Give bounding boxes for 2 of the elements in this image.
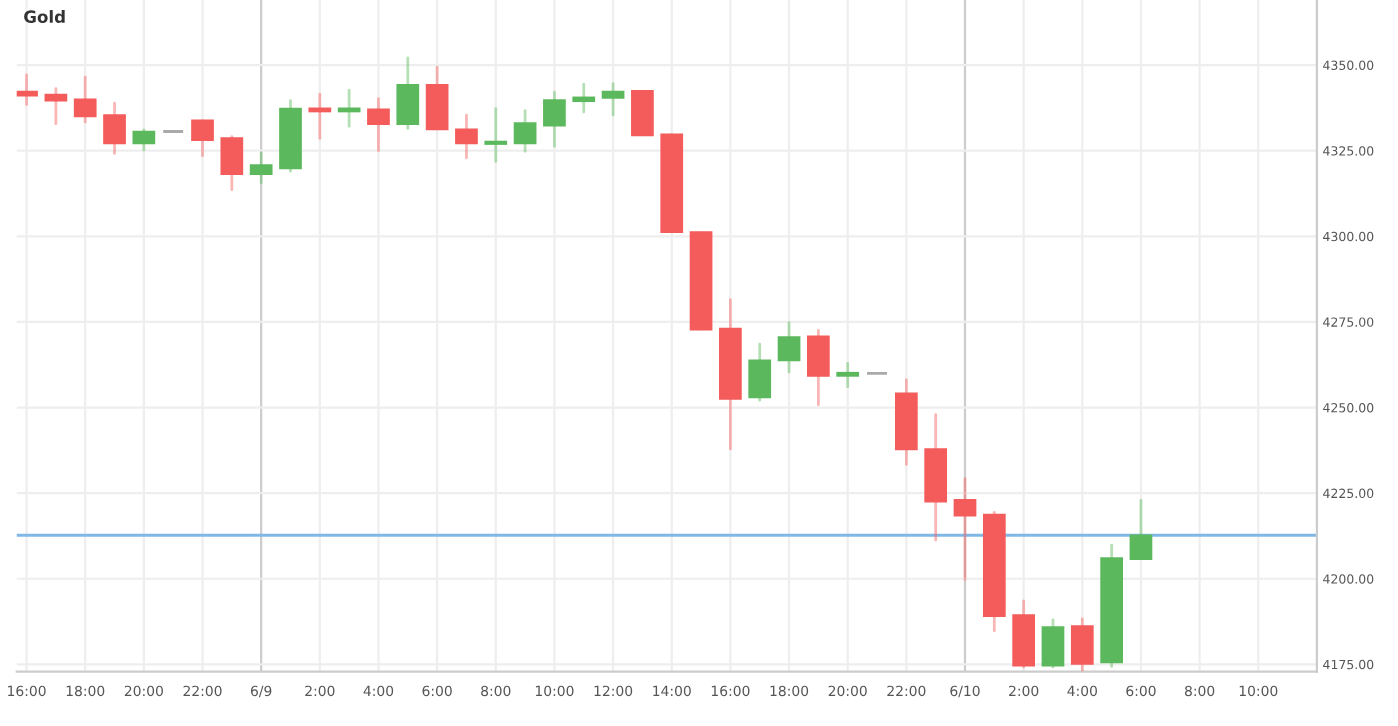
- chart-title: Gold: [24, 10, 65, 23]
- candlestick: [631, 90, 654, 137]
